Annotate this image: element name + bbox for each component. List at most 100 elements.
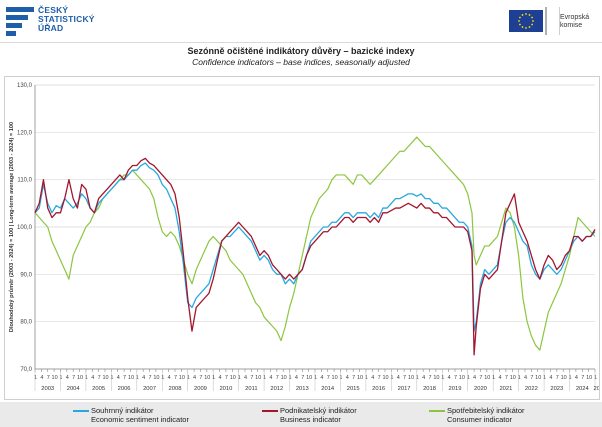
legend-swatch-consumer (429, 410, 445, 412)
eu-star (519, 23, 521, 26)
legend-label-business: Podnikatelský indikátor (280, 406, 357, 415)
x-month-tick-label: 4 (168, 375, 171, 381)
x-month-tick-label: 1 (314, 375, 317, 381)
eu-star (518, 20, 520, 22)
x-month-tick-label: 10 (128, 375, 134, 381)
x-month-tick-label: 4 (499, 375, 502, 381)
eu-logo-line-1: Evropská (560, 14, 590, 21)
x-month-tick-label: 7 (301, 375, 304, 381)
x-month-tick-label: 1 (518, 375, 521, 381)
chart-legend: Souhrnný indikátor Economic sentiment in… (0, 402, 602, 427)
x-month-tick-label: 7 (72, 375, 75, 381)
y-axis-label: Dlouhodobý průměr (2003 - 2024) = 100 | … (8, 122, 15, 332)
series-line-consumer (34, 136, 596, 351)
x-month-tick-label: 4 (346, 375, 349, 381)
csu-logo-mark (6, 5, 34, 37)
x-month-tick-label: 1 (543, 375, 546, 381)
eu-star (525, 13, 527, 15)
x-month-tick-label: 1 (416, 375, 419, 381)
x-month-tick-label: 10 (204, 375, 210, 381)
x-month-tick-label: 1 (467, 375, 470, 381)
y-tick-label: 130,0 (17, 83, 33, 89)
legend-label-economic: Souhrnný indikátor (91, 406, 154, 415)
eu-star (528, 14, 531, 16)
x-month-tick-label: 7 (581, 375, 584, 381)
x-month-tick-label: 10 (382, 375, 388, 381)
x-year-label: 2022 (525, 386, 538, 392)
x-year-label: 2011 (245, 386, 257, 392)
x-year-label: 2004 (67, 386, 81, 392)
eu-star (531, 16, 533, 19)
y-axis: 70,0 80,0 90,0 100,0 110,0 120,0 130,0 (17, 83, 36, 373)
x-month-tick-label: 10 (52, 375, 58, 381)
x-month-tick-label: 4 (66, 375, 69, 381)
x-month-tick-label: 4 (40, 375, 43, 381)
x-month-tick-label: 1 (289, 375, 292, 381)
x-month-tick-label: 7 (454, 375, 457, 381)
y-tick-label: 80,0 (20, 320, 32, 326)
x-month-tick-label: 10 (535, 375, 541, 381)
x-month-tick-label: 10 (561, 375, 567, 381)
x-month-tick-label: 7 (225, 375, 228, 381)
x-month-tick-label: 10 (179, 375, 185, 381)
x-month-tick-label: 1 (212, 375, 215, 381)
x-month-tick-label: 7 (556, 375, 559, 381)
series-line-economic (34, 162, 596, 332)
x-year-label: 2020 (474, 386, 487, 392)
x-month-tick-label: 1 (161, 375, 164, 381)
x-month-tick-label: 1 (59, 375, 62, 381)
x-month-tick-label: 4 (524, 375, 527, 381)
x-month-tick-label: 1 (110, 375, 113, 381)
x-month-tick-label: 1 (34, 375, 37, 381)
x-month-tick-label: 1 (238, 375, 241, 381)
x-month-tick-label: 7 (352, 375, 355, 381)
x-month-tick-label: 10 (306, 375, 312, 381)
series-line-business (34, 157, 596, 356)
x-month-tick-label: 1 (263, 375, 266, 381)
x-year-label: 2023 (550, 386, 563, 392)
legend-label-economic-en: Economic sentiment indicator (91, 415, 189, 424)
x-month-tick-label: 7 (98, 375, 101, 381)
x-month-tick-label: 1 (390, 375, 393, 381)
x-month-tick-label: 4 (473, 375, 476, 381)
x-month-tick-label: 10 (408, 375, 414, 381)
x-month-tick-label: 4 (448, 375, 451, 381)
x-year-label: 2009 (194, 386, 207, 392)
x-month-tick-label: 4 (244, 375, 247, 381)
x-month-tick-label: 4 (575, 375, 578, 381)
x-year-label: 2017 (398, 386, 411, 392)
x-month-tick-label: 10 (433, 375, 439, 381)
page-header: ČESKÝ STATISTICKÝ ÚŘAD Evropská komise (0, 0, 602, 43)
x-month-tick-label: 10 (459, 375, 465, 381)
legend-label-consumer-en: Consumer indicator (447, 415, 513, 424)
csu-logo-line-1: ČESKÝ (38, 5, 69, 15)
chart-title: Sezónně očištěné indikátory důvěry – baz… (187, 46, 415, 56)
eu-star (525, 27, 527, 29)
x-year-label: 2006 (118, 386, 131, 392)
csu-logo-line-3: ÚŘAD (38, 23, 64, 33)
y-tick-label: 100,0 (17, 225, 33, 231)
eu-logo-line-2: komise (560, 22, 583, 29)
eu-logo-text: Evropská komise (560, 14, 589, 30)
x-year-label: 2021 (499, 386, 512, 392)
legend-label-consumer: Spotřebitelský indikátor (447, 406, 525, 415)
x-month-tick-label: 4 (320, 375, 323, 381)
x-year-label: 2016 (372, 386, 385, 392)
x-month-tick-label: 4 (422, 375, 425, 381)
x-month-tick-label: 10 (484, 375, 490, 381)
x-year-label: 2018 (423, 386, 436, 392)
x-month-tick-label: 4 (91, 375, 94, 381)
eu-star (528, 26, 531, 28)
legend-swatch-business (262, 410, 278, 412)
x-month-tick-label: 4 (219, 375, 222, 381)
x-month-tick-label: 7 (505, 375, 508, 381)
eu-commission-logo: Evropská komise (509, 6, 599, 36)
x-month-tick-label: 10 (102, 375, 108, 381)
x-month-tick-label: 10 (332, 375, 338, 381)
x-year-label: 2025 (594, 386, 599, 392)
x-month-tick-label: 4 (549, 375, 552, 381)
x-month-tick-label: 7 (479, 375, 482, 381)
eu-star (521, 14, 524, 16)
x-month-tick-label: 4 (117, 375, 120, 381)
